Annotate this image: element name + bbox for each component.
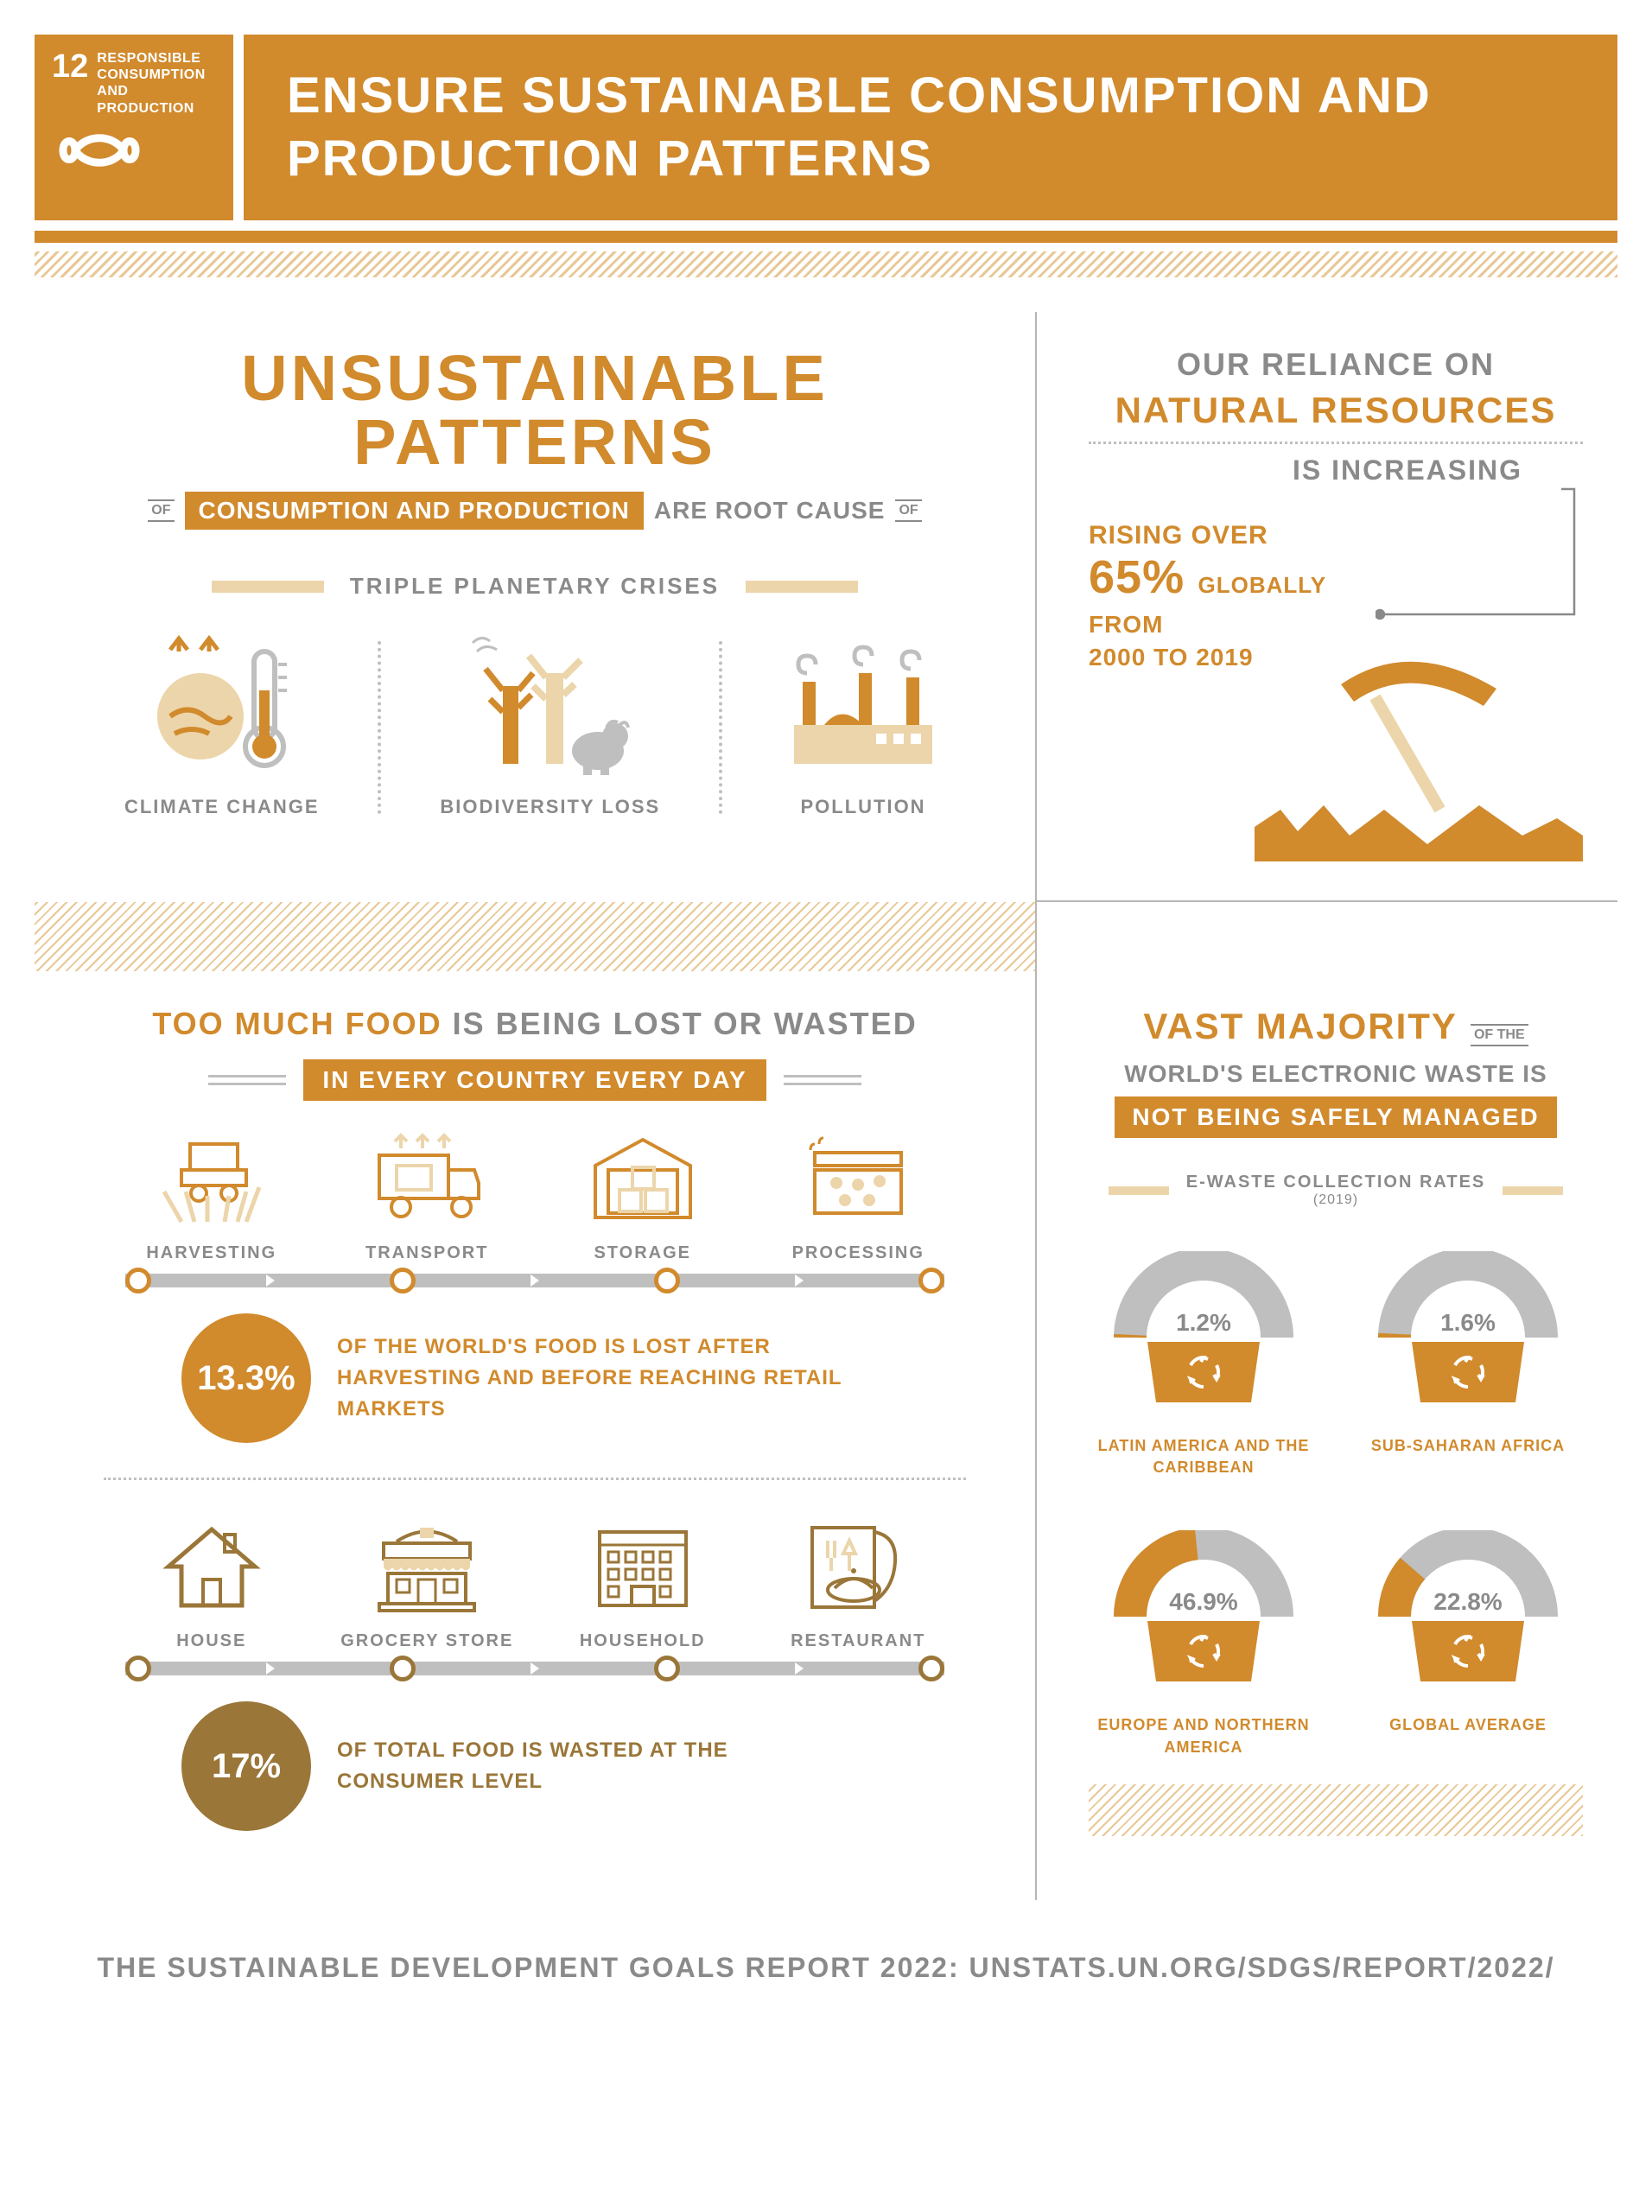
crisis-label: POLLUTION xyxy=(800,794,925,821)
grocery-icon xyxy=(366,1515,487,1618)
transport-icon xyxy=(366,1127,487,1230)
header-bar xyxy=(35,231,1617,243)
of-label: OF xyxy=(148,499,174,522)
crisis-climate: CLIMATE CHANGE xyxy=(124,634,320,821)
svg-text:46.9%: 46.9% xyxy=(1169,1588,1237,1615)
main-grid: UNSUSTAINABLE PATTERNS OF CONSUMPTION AN… xyxy=(35,312,1617,1900)
crisis-label: CLIMATE CHANGE xyxy=(124,794,320,821)
gauge: 1.6% xyxy=(1373,1251,1563,1420)
connector-line xyxy=(1376,485,1583,658)
svg-text:22.8%: 22.8% xyxy=(1433,1588,1502,1615)
ewaste-line2: WORLD'S ELECTRONIC WASTE IS xyxy=(1089,1060,1583,1088)
bottom-hatch xyxy=(1089,1784,1583,1836)
supply-text: OF THE WORLD'S FOOD IS LOST AFTER HARVES… xyxy=(337,1332,855,1425)
region-name: GLOBAL AVERAGE xyxy=(1353,1714,1583,1736)
gauge: 46.9% xyxy=(1109,1530,1299,1699)
household-icon xyxy=(587,1515,699,1618)
spacer xyxy=(1037,902,1617,971)
region-name: SUB-SAHARAN AFRICA xyxy=(1353,1435,1583,1457)
climate-icon xyxy=(144,634,300,772)
infinity-icon xyxy=(52,127,216,179)
panel-ewaste: VAST MAJORITY OF THE WORLD'S ELECTRONIC … xyxy=(1037,971,1617,1900)
page-title: ENSURE SUSTAINABLE CONSUMPTION AND PRODU… xyxy=(244,35,1617,220)
infographic-page: 12 RESPONSIBLE CONSUMPTION AND PRODUCTIO… xyxy=(35,35,1617,2018)
stage-transport: TRANSPORT xyxy=(332,1127,522,1263)
stat-pct: 65% xyxy=(1089,551,1185,603)
consumer-stat: 17% OF TOTAL FOOD IS WASTED AT THE CONSU… xyxy=(78,1701,992,1831)
divider-dots xyxy=(378,641,381,814)
house-icon xyxy=(156,1515,268,1618)
pollution-icon xyxy=(781,634,945,772)
food-band: IN EVERY COUNTRY EVERY DAY xyxy=(78,1059,992,1101)
panel-unsustainable: UNSUSTAINABLE PATTERNS OF CONSUMPTION AN… xyxy=(35,312,1037,902)
stage-grocery: GROCERY STORE xyxy=(332,1515,522,1651)
supply-stat: 13.3% OF THE WORLD'S FOOD IS LOST AFTER … xyxy=(78,1313,992,1443)
supply-row: HARVESTING xyxy=(78,1127,992,1263)
region-name: LATIN AMERICA AND THE CARIBBEAN xyxy=(1089,1435,1318,1478)
svg-text:1.6%: 1.6% xyxy=(1440,1309,1496,1336)
ewaste-region: 22.8% GLOBAL AVERAGE xyxy=(1353,1530,1583,1758)
processing-icon xyxy=(802,1127,914,1230)
of-label-2: OF xyxy=(895,499,921,522)
storage-icon xyxy=(587,1127,699,1230)
harvesting-icon xyxy=(156,1127,268,1230)
food-title: TOO MUCH FOOD IS BEING LOST OR WASTED xyxy=(78,1006,992,1042)
gauge: 1.2% xyxy=(1109,1251,1299,1420)
footer-text: THE SUSTAINABLE DEVELOPMENT GOALS REPORT… xyxy=(35,1952,1617,2018)
header-hatch xyxy=(35,251,1617,277)
ewaste-region: 1.2% LATIN AMERICA AND THE CARIBBEAN xyxy=(1089,1251,1318,1478)
supply-pct: 13.3% xyxy=(181,1313,311,1443)
unsustainable-subtitle: OF CONSUMPTION AND PRODUCTION ARE ROOT C… xyxy=(78,492,992,530)
panel-food: TOO MUCH FOOD IS BEING LOST OR WASTED IN… xyxy=(35,971,1037,1900)
consumer-text: OF TOTAL FOOD IS WASTED AT THE CONSUMER … xyxy=(337,1735,855,1797)
sdg-badge: 12 RESPONSIBLE CONSUMPTION AND PRODUCTIO… xyxy=(35,35,233,220)
highlight-text: CONSUMPTION AND PRODUCTION xyxy=(185,492,644,530)
stage-processing: PROCESSING xyxy=(763,1127,953,1263)
ewaste-title: VAST MAJORITY OF THE xyxy=(1089,1006,1583,1047)
svg-text:1.2%: 1.2% xyxy=(1176,1309,1231,1336)
crisis-label: BIODIVERSITY LOSS xyxy=(440,794,660,821)
supply-track xyxy=(125,1274,944,1287)
ewaste-region: 46.9% EUROPE AND NORTHERN AMERICA xyxy=(1089,1530,1318,1758)
panel-reliance: OUR RELIANCE ON NATURAL RESOURCES IS INC… xyxy=(1037,312,1617,902)
ewaste-label: E-WASTE COLLECTION RATES (2019) xyxy=(1089,1173,1583,1208)
dotted-divider xyxy=(1089,442,1583,444)
reliance-line2: NATURAL RESOURCES xyxy=(1089,390,1583,431)
ewaste-grid: 1.2% LATIN AMERICA AND THE CARIBBEAN 1.6… xyxy=(1089,1251,1583,1758)
sdg-label: RESPONSIBLE CONSUMPTION AND PRODUCTION xyxy=(97,50,216,117)
header: 12 RESPONSIBLE CONSUMPTION AND PRODUCTIO… xyxy=(35,35,1617,220)
crises-label: TRIPLE PLANETARY CRISES xyxy=(78,573,992,600)
ewaste-region: 1.6% SUB-SAHARAN AFRICA xyxy=(1353,1251,1583,1478)
dotted-divider xyxy=(104,1478,966,1480)
mid-hatch xyxy=(35,902,1037,971)
consumer-pct: 17% xyxy=(181,1701,311,1831)
reliance-line1: OUR RELIANCE ON xyxy=(1089,346,1583,383)
crises-row: CLIMATE CHANGE xyxy=(78,634,992,821)
biodiversity-icon xyxy=(455,634,645,772)
region-name: EUROPE AND NORTHERN AMERICA xyxy=(1089,1714,1318,1758)
stage-storage: STORAGE xyxy=(548,1127,738,1263)
stage-harvesting: HARVESTING xyxy=(117,1127,307,1263)
consumer-track xyxy=(125,1662,944,1675)
reliance-line3: IS INCREASING xyxy=(1089,454,1522,486)
consumer-row: HOUSE xyxy=(78,1515,992,1651)
sdg-number: 12 xyxy=(52,50,88,83)
suffix-text: ARE ROOT CAUSE xyxy=(654,497,886,524)
gauge: 22.8% xyxy=(1373,1530,1563,1699)
stage-restaurant: RESTAURANT xyxy=(763,1515,953,1651)
unsustainable-title: UNSUSTAINABLE PATTERNS xyxy=(78,346,992,474)
divider-dots xyxy=(719,641,722,814)
stage-house: HOUSE xyxy=(117,1515,307,1651)
food-band-text: IN EVERY COUNTRY EVERY DAY xyxy=(303,1059,766,1101)
crisis-biodiversity: BIODIVERSITY LOSS xyxy=(440,634,660,821)
restaurant-icon xyxy=(802,1515,914,1618)
stat-glob: GLOBALLY xyxy=(1198,572,1327,598)
stage-household: HOUSEHOLD xyxy=(548,1515,738,1651)
crisis-pollution: POLLUTION xyxy=(781,634,945,821)
ewaste-tag: NOT BEING SAFELY MANAGED xyxy=(1115,1096,1556,1138)
